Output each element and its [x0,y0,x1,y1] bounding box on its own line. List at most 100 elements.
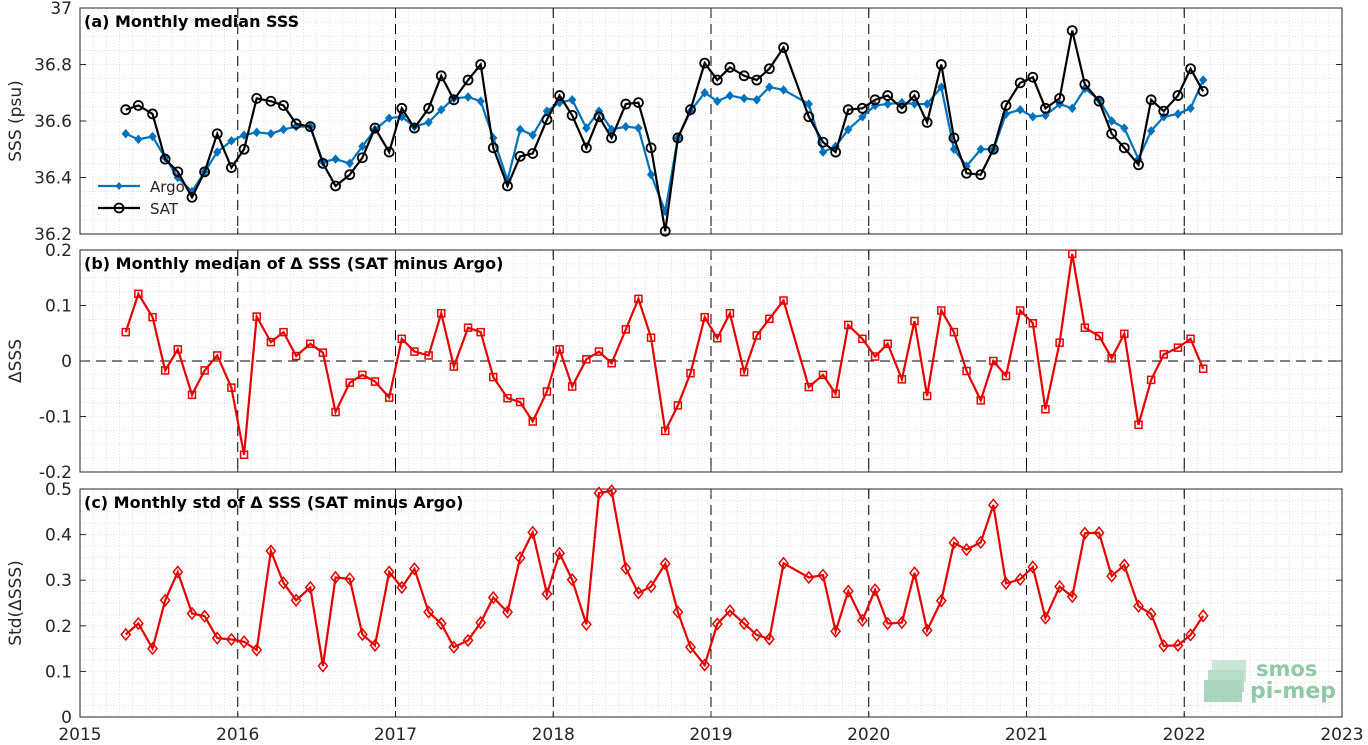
sat-point-marker [1106,128,1118,140]
std-point-marker [632,586,644,600]
sat-point-marker [290,118,302,130]
delta-point-marker [976,396,986,405]
std-point-marker [356,627,368,642]
smos-pimep-logo-icon [1204,660,1246,702]
std-point-marker [620,561,632,576]
sat-point-marker [251,93,263,104]
delta-point-marker [1067,249,1077,259]
delta-point-marker [503,393,512,403]
argo-point-marker [713,96,722,106]
delta-point-marker [1041,405,1050,414]
sat-point-marker [527,148,539,159]
sat-point-marker [317,157,329,169]
std-point-marker [502,605,513,619]
delta-point-marker [1015,306,1025,315]
y-axis-label: ΔSSS [6,339,26,383]
argo-point-marker [1199,75,1208,85]
std-point-marker [1039,611,1051,625]
sat-point-marker [330,180,341,192]
delta-point-marker [239,450,249,460]
sat-point-marker [606,132,618,144]
std-point-marker [882,616,894,631]
sat-point-marker [1040,102,1051,114]
argo-point-marker [922,99,932,109]
y-tick-label: -0.1 [39,408,72,428]
x-tick-label: 2022 [1163,725,1206,745]
std-point-marker [896,615,908,630]
std-point-marker [172,565,184,579]
sat-point-marker [1000,100,1012,111]
argo-point-marker [424,117,433,128]
sat-point-marker [475,59,487,70]
y-tick-label: 0.1 [45,662,72,682]
argo-point-marker [437,104,446,115]
sat-point-marker [724,61,736,73]
sat-point-marker [211,128,223,140]
delta-point-marker [700,312,709,322]
std-point-marker [672,605,684,619]
argo-point-marker [121,128,130,139]
sat-point-marker [435,70,447,82]
sat-point-marker [645,142,657,154]
delta-point-marker [200,366,209,375]
std-point-marker [935,594,947,608]
std-point-marker [514,551,526,565]
std-point-marker [580,617,592,632]
std-point-marker [606,484,618,498]
delta-point-marker [528,417,537,426]
argo-point-marker [463,92,473,102]
argo-point-marker [844,124,853,135]
x-tick-label: 2020 [847,725,890,745]
sat-point-marker [1054,93,1066,104]
argo-point-marker [1120,123,1129,133]
sat-point-marker [763,63,775,75]
legend-label: Argo [150,178,185,196]
delta-point-marker [661,426,670,436]
panel-title: (c) Monthly std of Δ SSS (SAT minus Argo… [84,493,463,512]
y-tick-label: 0.4 [45,526,72,546]
argo-point-marker [752,95,761,105]
argo-point-marker [1173,109,1183,119]
std-point-marker [344,572,356,586]
delta-point-marker [331,407,340,417]
delta-point-marker [515,397,525,407]
std-point-marker [1027,560,1039,574]
delta-point-marker [212,351,222,360]
sat-point-marker [672,132,684,144]
std-point-marker [1093,526,1105,540]
logo-line1: smos [1256,657,1318,681]
sat-point-marker [935,59,947,70]
argo-point-marker [765,82,774,92]
sat-point-marker [383,146,395,158]
sat-point-marker [1014,77,1026,89]
y-axis-label: SSS (psu) [6,80,26,161]
sat-point-marker [909,90,920,101]
std-point-marker [396,580,408,595]
argo-point-marker [1016,104,1025,115]
delta-point-marker [989,356,998,366]
delta-point-marker [765,314,774,324]
std-point-marker [1185,628,1197,642]
markers [120,25,1209,237]
y-tick-label: 0 [61,708,72,728]
sat-point-marker [857,102,868,114]
argo-point-marker [345,158,354,169]
markers [121,249,1208,460]
sat-point-marker [159,153,171,165]
x-tick-label: 2017 [374,725,417,745]
std-point-marker [527,525,539,540]
delta-point-marker [883,339,892,349]
argo-point-marker [700,87,709,98]
sat-point-marker [304,121,316,133]
std-point-marker [921,623,933,638]
std-point-marker [856,613,868,628]
delta-point-marker [358,370,367,380]
argo-point-marker [515,124,525,135]
markers [120,484,1209,673]
delta-point-marker [1134,420,1143,430]
y-tick-label: 0.2 [45,617,72,637]
delta-point-marker [1198,364,1208,374]
y-axis-label: Std(ΔSSS) [6,560,26,646]
std-point-marker [1066,589,1078,604]
